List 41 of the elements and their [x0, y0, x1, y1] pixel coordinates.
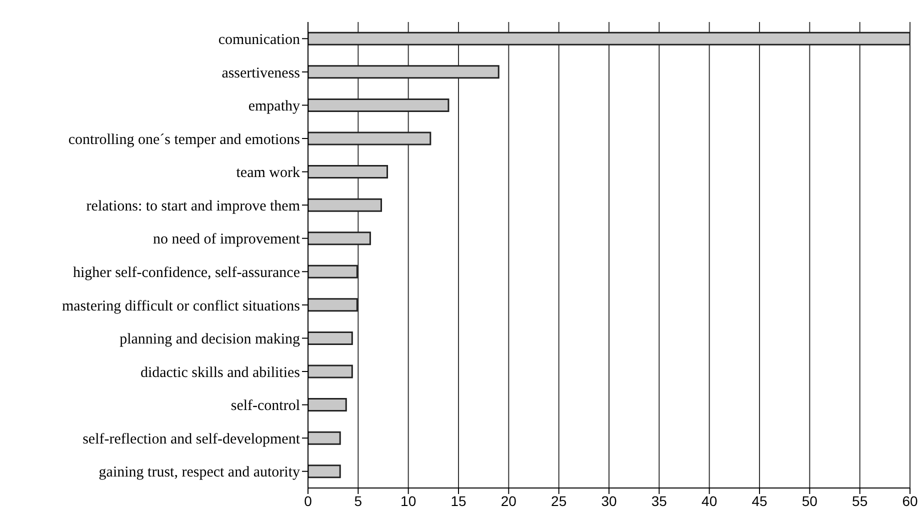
x-tick-label: 35	[651, 492, 668, 509]
y-tick-label: comunication	[218, 32, 300, 48]
x-tick-label: 55	[852, 492, 868, 509]
y-tick-label: controlling one´s temper and emotions	[68, 132, 300, 148]
bar	[308, 264, 358, 278]
x-tick-label: 15	[450, 492, 466, 509]
x-tick-label: 60	[902, 492, 918, 509]
y-tick-label: higher self-confidence, self-assurance	[73, 264, 300, 281]
y-tick-label: relations: to start and improve them	[86, 198, 300, 214]
y-tick-label: no need of improvement	[152, 232, 301, 248]
y-tick-label: self-reflection and self-development	[82, 431, 301, 448]
bar	[308, 165, 388, 179]
x-tick-label: 5	[354, 492, 362, 509]
x-tick-label: 20	[500, 492, 517, 509]
y-tick-label: planning and decision making	[120, 332, 300, 348]
bar	[308, 298, 358, 312]
bar	[308, 431, 341, 445]
y-tick-label: didactic skills and abilities	[140, 364, 300, 381]
bar	[308, 65, 500, 79]
bar	[308, 232, 371, 246]
bar	[308, 198, 382, 212]
bar	[308, 398, 347, 412]
x-tick-label: 25	[551, 492, 567, 509]
y-tick-label: empathy	[248, 98, 300, 115]
bar	[308, 364, 353, 378]
y-tick-label: assertiveness	[222, 65, 300, 82]
bar	[308, 132, 432, 146]
x-tick-label: 30	[601, 492, 617, 509]
x-tick-label: 45	[752, 492, 768, 509]
y-tick-label: gaining trust, respect and autority	[98, 464, 300, 481]
bar	[308, 32, 910, 46]
bar	[308, 331, 353, 345]
y-tick-label: self-control	[230, 398, 300, 414]
x-tick-label: 10	[400, 492, 416, 509]
x-tick-label: 40	[702, 492, 718, 509]
bar	[308, 98, 450, 112]
y-tick-label: team work	[236, 165, 300, 182]
x-tick-label: 50	[802, 492, 818, 509]
y-tick-label: mastering difficult or conflict situations	[62, 298, 300, 314]
bar	[308, 464, 341, 478]
x-tick-label: 0	[304, 492, 312, 509]
